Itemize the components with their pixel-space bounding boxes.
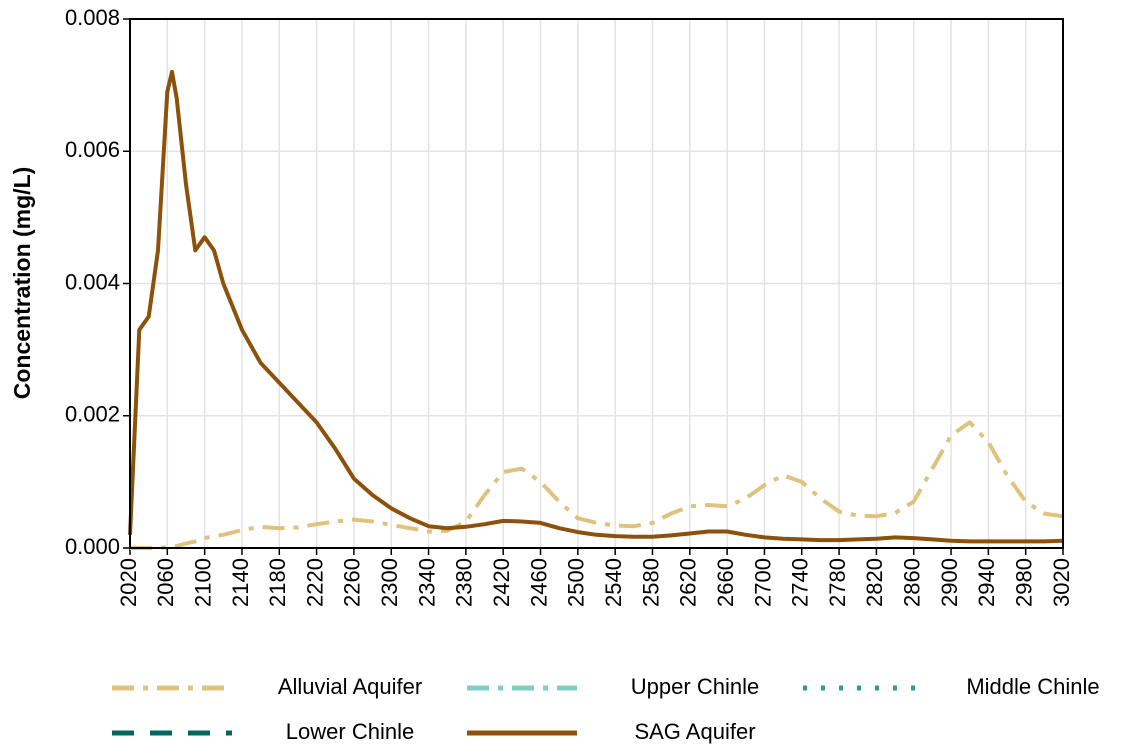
- x-tick-label: 2500: [564, 558, 589, 607]
- x-tick-label: 2660: [713, 558, 738, 607]
- legend-label: Middle Chinle: [966, 674, 1099, 699]
- x-tick-label: 2820: [862, 558, 887, 607]
- x-tick-label: 3020: [1049, 558, 1074, 607]
- x-tick-label: 2020: [116, 558, 141, 607]
- y-tick-label: 0.004: [65, 269, 120, 294]
- x-tick-label: 2980: [1011, 558, 1036, 607]
- x-tick-label: 2060: [153, 558, 178, 607]
- x-tick-label: 2860: [900, 558, 925, 607]
- x-tick-label: 2340: [414, 558, 439, 607]
- series-line: [130, 420, 1064, 550]
- y-tick-label: 0.000: [65, 534, 120, 559]
- series-line: [128, 69, 1064, 544]
- legend-label: Upper Chinle: [631, 674, 759, 699]
- x-tick-label: 2740: [788, 558, 813, 607]
- x-tick-label: 2380: [452, 558, 477, 607]
- x-tick-label: 2580: [638, 558, 663, 607]
- plot-border: [129, 18, 1064, 549]
- y-tick-label: 0.008: [65, 5, 120, 30]
- x-tick-label: 2540: [601, 558, 626, 607]
- x-tick-label: 2180: [265, 558, 290, 607]
- x-tick-label: 2900: [937, 558, 962, 607]
- x-tick-label: 2140: [228, 558, 253, 607]
- x-tick-label: 2460: [526, 558, 551, 607]
- x-tick-label: 2620: [676, 558, 701, 607]
- x-tick-label: 2940: [974, 558, 999, 607]
- x-tick-label: 2420: [489, 558, 514, 607]
- x-tick-label: 2100: [190, 558, 215, 607]
- x-tick-label: 2260: [340, 558, 365, 607]
- y-tick-label: 0.006: [65, 137, 120, 162]
- x-tick-label: 2300: [377, 558, 402, 607]
- y-axis-title: Concentration (mg/L): [9, 167, 35, 400]
- legend-label: Alluvial Aquifer: [278, 674, 422, 699]
- legend-label: SAG Aquifer: [634, 719, 755, 744]
- y-tick-label: 0.002: [65, 402, 120, 427]
- x-tick-label: 2700: [750, 558, 775, 607]
- legend-label: Lower Chinle: [286, 719, 414, 744]
- x-tick-label: 2780: [825, 558, 850, 607]
- x-tick-label: 2220: [302, 558, 327, 607]
